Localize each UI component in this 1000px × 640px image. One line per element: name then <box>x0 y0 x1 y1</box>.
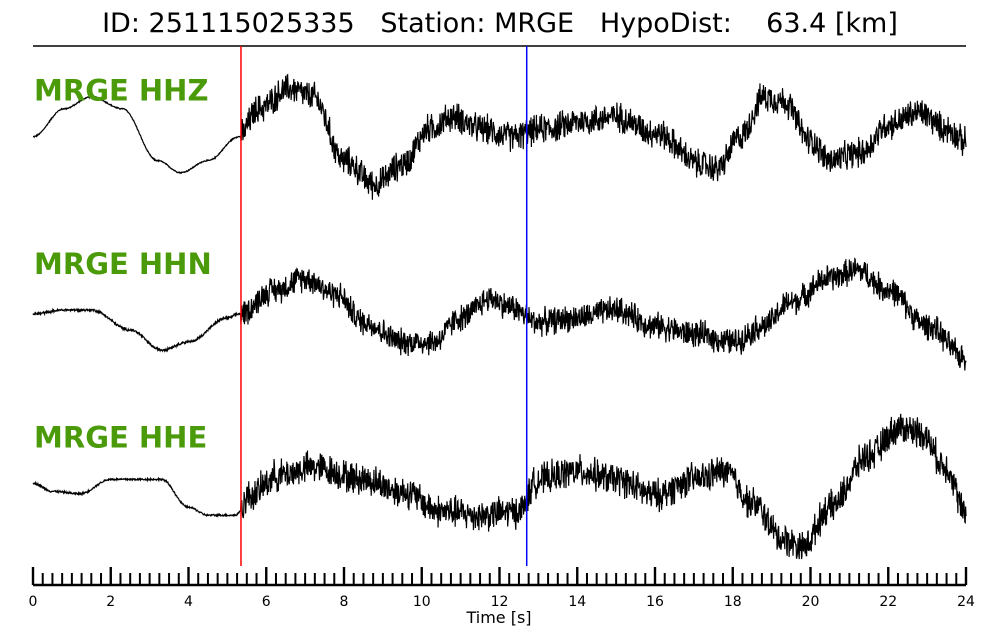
x-tick-label: 8 <box>340 594 349 610</box>
x-tick-label: 0 <box>29 594 38 610</box>
trace-label-group: MRGE HHZ MRGE HHN MRGE HHE <box>34 74 212 455</box>
chart-title: ID: 251115025335 Station: MRGE HypoDist:… <box>102 8 898 39</box>
trace-label-3: MRGE HHE <box>34 420 207 454</box>
x-tick-label: 14 <box>568 594 586 610</box>
trace-label-2: MRGE HHN <box>34 247 212 281</box>
x-tick-label: 12 <box>491 594 509 610</box>
x-tick-label: 2 <box>106 594 115 610</box>
x-tick-label: 20 <box>802 594 820 610</box>
x-tick-label: 10 <box>413 594 431 610</box>
x-tick-label: 6 <box>262 594 271 610</box>
x-axis: 0 2 4 6 8 10 12 14 16 18 20 22 24 <box>29 567 975 610</box>
trace-label-1: MRGE HHZ <box>34 74 208 108</box>
trace-group <box>32 73 967 560</box>
x-tick-label: 18 <box>724 594 742 610</box>
trace-2 <box>32 257 967 371</box>
x-tick-label: 16 <box>646 594 664 610</box>
x-tick-label: 24 <box>957 594 975 610</box>
x-tick-label: 4 <box>184 594 193 610</box>
trace-3 <box>32 413 967 560</box>
x-tick-label: 22 <box>879 594 897 610</box>
x-axis-label: Time [s] <box>465 608 531 627</box>
trace-1 <box>32 73 967 200</box>
pick-group <box>240 46 528 566</box>
